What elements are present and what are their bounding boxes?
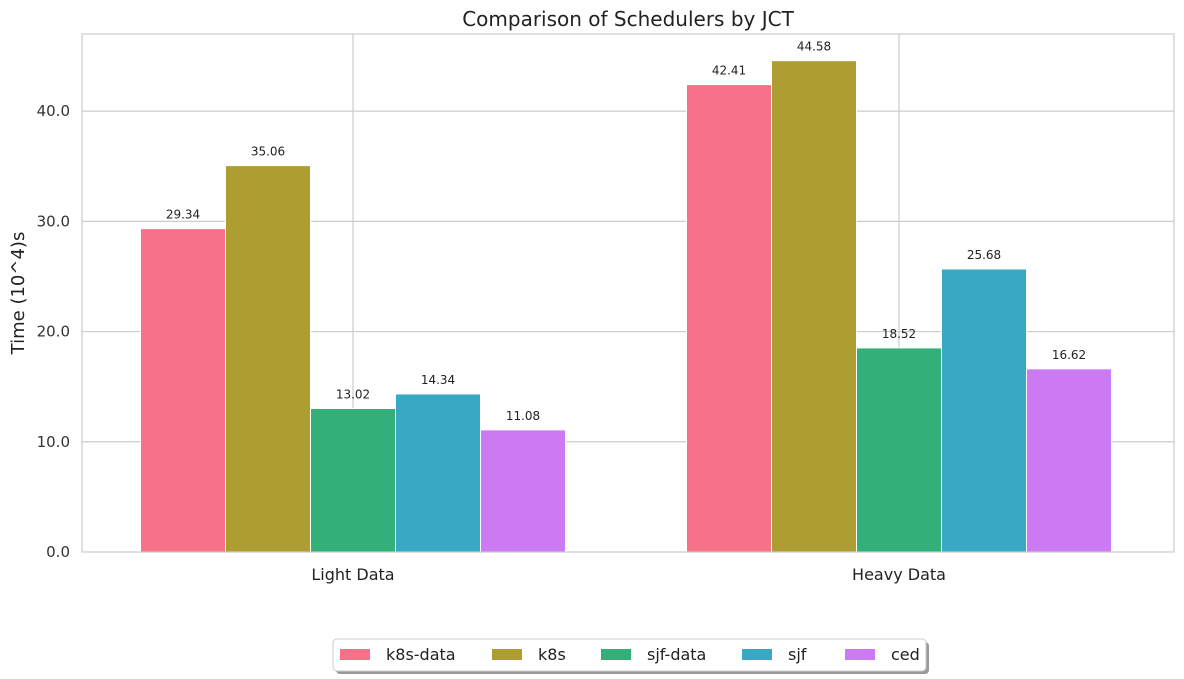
bar-ced — [480, 429, 566, 553]
bars-layer — [140, 60, 1112, 553]
data-label: 11.08 — [506, 409, 540, 423]
plot-frame — [81, 33, 1175, 553]
y-tick-label: 20.0 — [37, 323, 70, 341]
data-label: 25.68 — [967, 248, 1001, 262]
legend-swatch-ced — [845, 649, 875, 660]
legend-label-sjf-data: sjf-data — [647, 645, 706, 664]
data-label: 35.06 — [251, 145, 285, 159]
bar-k8s-data — [686, 84, 772, 553]
bar-k8s — [771, 60, 857, 553]
data-label: 18.52 — [882, 327, 916, 341]
bar-k8s — [225, 165, 311, 553]
legend-label-sjf: sjf — [788, 645, 807, 664]
legend-swatch-k8s-data — [340, 649, 370, 660]
bar-k8s-data — [140, 228, 226, 553]
data-label: 29.34 — [166, 208, 200, 222]
y-tick-label: 40.0 — [37, 102, 70, 120]
legend: k8s-data k8s sjf-data sjf ced — [332, 638, 929, 674]
legend-swatch-k8s — [492, 649, 522, 660]
legend-label-k8s: k8s — [538, 645, 566, 664]
chart-title: Comparison of Schedulers by JCT — [462, 7, 794, 31]
data-label: 13.02 — [336, 388, 370, 402]
legend-swatch-sjf-data — [601, 649, 631, 660]
bar-sjf — [941, 268, 1027, 553]
data-label: 14.34 — [421, 373, 455, 387]
legend-swatch-sjf — [742, 649, 772, 660]
data-label: 16.62 — [1052, 348, 1086, 362]
y-tick-label: 30.0 — [37, 212, 70, 230]
y-tick-label: 0.0 — [46, 543, 70, 561]
y-tick-label: 10.0 — [37, 433, 70, 451]
data-label: 44.58 — [797, 40, 831, 54]
legend-label-k8s-data: k8s-data — [386, 645, 456, 664]
bar-ced — [1026, 368, 1112, 553]
bar-sjf — [395, 393, 481, 553]
labels-layer: 0.0 10.0 20.0 30.0 40.0 29.34 42.41 35.06 44.58 1… — [37, 40, 1087, 584]
y-axis-label: Time (10^4)s — [8, 232, 29, 356]
data-label: 42.41 — [712, 64, 746, 78]
legend-label-ced: ced — [891, 645, 920, 664]
bar-sjf-data — [856, 347, 942, 553]
bar-sjf-data — [310, 408, 396, 553]
x-tick-label: Light Data — [311, 565, 394, 584]
x-tick-label: Heavy Data — [852, 565, 946, 584]
